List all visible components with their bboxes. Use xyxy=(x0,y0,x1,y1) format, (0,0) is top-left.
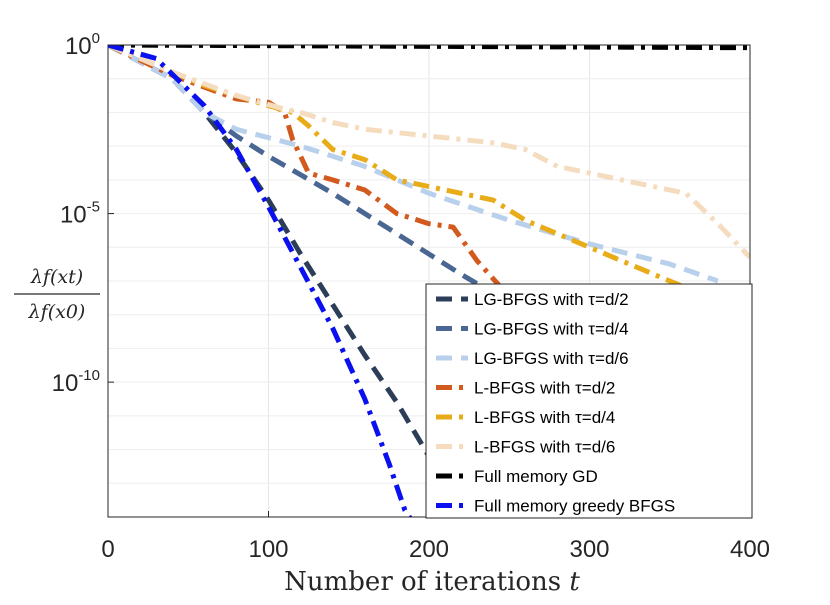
legend-box xyxy=(425,283,753,519)
legend-label-1: LG-BFGS with τ=d/2 xyxy=(474,290,629,309)
y-axis-label: λf(xt) λf(x0) xyxy=(14,266,100,323)
legend-label-5: L-BFGS with τ=d/4 xyxy=(474,408,615,427)
x-tick-label: 100 xyxy=(248,536,288,563)
series-line-8 xyxy=(108,45,413,517)
legend-label-3: LG-BFGS with τ=d/6 xyxy=(474,349,629,368)
series-line-6 xyxy=(108,45,750,260)
legend-label-4: L-BFGS with τ=d/2 xyxy=(474,379,615,398)
legend: LG-BFGS with τ=d/2 LG-BFGS with τ=d/4 LG-B… xyxy=(425,283,753,519)
y-tick-label: 100 xyxy=(65,30,100,60)
y-tick-label: 10-10 xyxy=(52,367,100,397)
series-line-3 xyxy=(108,45,719,284)
x-tick-label: 400 xyxy=(730,536,770,563)
x-tick-label: 300 xyxy=(569,536,609,563)
x-tick-label: 200 xyxy=(409,536,449,563)
y-label-numerator: λf(xt) xyxy=(30,266,83,288)
legend-label-8: Full memory greedy BFGS xyxy=(474,497,675,516)
series-group xyxy=(108,45,750,517)
x-axis-label: Number of iterations t xyxy=(284,567,580,597)
legend-label-6: L-BFGS with τ=d/6 xyxy=(474,438,615,457)
x-tick-label: 0 xyxy=(101,536,114,563)
y-ticks: 100 10-5 10-10 xyxy=(52,30,114,397)
legend-label-7: Full memory GD xyxy=(474,467,598,486)
y-label-denominator: λf(x0) xyxy=(28,301,86,323)
legend-label-2: LG-BFGS with τ=d/4 xyxy=(474,320,629,339)
x-ticks: 0 100 200 300 400 xyxy=(101,511,770,563)
y-tick-label: 10-5 xyxy=(60,199,100,229)
